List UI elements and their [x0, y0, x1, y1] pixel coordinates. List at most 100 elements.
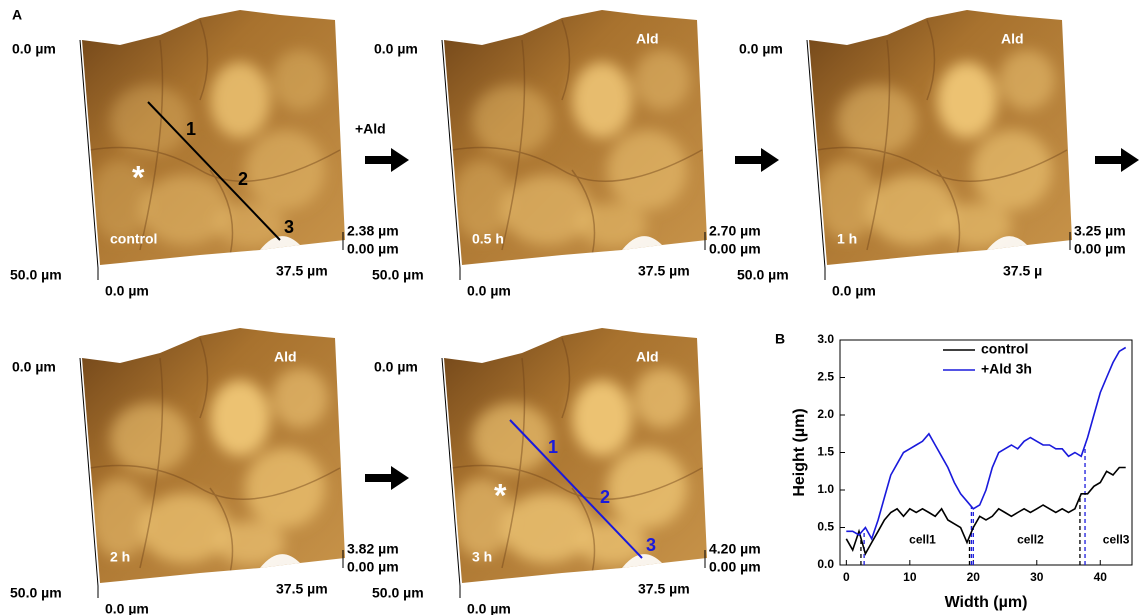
annotation: cell2	[1017, 532, 1044, 546]
cell	[210, 62, 270, 138]
z-min-label: 0.00 µm	[709, 241, 761, 257]
z-max-label: 2.70 µm	[709, 223, 761, 239]
x-right-label: 37.5 µm	[638, 581, 690, 597]
x-left-label: 0.0 µm	[467, 601, 511, 615]
cell	[272, 50, 328, 110]
x-left-label: 0.0 µm	[832, 283, 876, 299]
y-top-label: 0.0 µm	[374, 41, 418, 57]
y-tick-label: 1.0	[817, 482, 834, 496]
afm-panel: 0.0 µm 50.0 µm 0.0 µm 37.5 µm 2.38 µm 0.00 µm…	[10, 10, 399, 299]
tag-label: Ald	[274, 349, 297, 365]
cell	[607, 130, 687, 210]
z-min-label: 0.00 µm	[709, 559, 761, 575]
x-right-label: 37.5 µm	[276, 263, 328, 279]
y-top-label: 0.0 µm	[739, 41, 783, 57]
profile-mark: 1	[548, 437, 558, 457]
annotation: cell1	[909, 532, 936, 546]
cell	[452, 160, 512, 240]
afm-panel: 0.0 µm 50.0 µm 0.0 µm 37.5 µ 3.25 µm 0.00 µm 1…	[737, 10, 1126, 299]
cell	[837, 85, 917, 155]
y-tick-label: 0.5	[817, 520, 834, 534]
z-max-label: 4.20 µm	[709, 541, 761, 557]
z-max-label: 2.38 µm	[347, 223, 399, 239]
cell	[110, 85, 190, 155]
condition-label: 2 h	[110, 549, 130, 565]
profile-mark: 2	[600, 487, 610, 507]
y-bottom-label: 50.0 µm	[372, 585, 424, 601]
arrow	[735, 148, 779, 172]
condition-label: control	[110, 231, 157, 247]
cell	[572, 62, 632, 138]
condition-label: 1 h	[837, 231, 857, 247]
y-bottom-label: 50.0 µm	[372, 267, 424, 283]
arrow	[365, 466, 409, 490]
asterisk: *	[132, 159, 145, 195]
y-tick-label: 2.5	[817, 370, 834, 384]
x-tick-label: 20	[967, 570, 981, 584]
afm-panel: 0.0 µm 50.0 µm 0.0 µm 37.5 µm 4.20 µm 0.00 µm…	[372, 328, 761, 615]
asterisk: *	[494, 477, 507, 513]
x-right-label: 37.5 µm	[276, 581, 328, 597]
cell	[817, 160, 877, 240]
legend-label: +Ald 3h	[981, 361, 1032, 377]
cell	[999, 50, 1055, 110]
annotation: cell3	[1103, 532, 1130, 546]
z-max-label: 3.25 µm	[1074, 223, 1126, 239]
arrow	[1095, 148, 1139, 172]
y-tick-label: 0.0	[817, 557, 834, 571]
y-top-label: 0.0 µm	[12, 359, 56, 375]
tag-label: Ald	[1001, 31, 1024, 47]
z-min-label: 0.00 µm	[347, 241, 399, 257]
cell	[472, 85, 552, 155]
x-left-label: 0.0 µm	[105, 601, 149, 615]
cell	[90, 478, 150, 558]
x-tick-label: 40	[1094, 570, 1108, 584]
y-top-label: 0.0 µm	[12, 41, 56, 57]
tag-label: Ald	[636, 349, 659, 365]
y-top-label: 0.0 µm	[374, 359, 418, 375]
panel-label: B	[775, 331, 785, 347]
y-bottom-label: 50.0 µm	[10, 267, 62, 283]
y-bottom-label: 50.0 µm	[737, 267, 789, 283]
y-tick-label: 2.0	[817, 407, 834, 421]
cell	[210, 380, 270, 456]
cell	[110, 403, 190, 473]
y-tick-label: 3.0	[817, 332, 834, 346]
profile-mark: 2	[238, 169, 248, 189]
tag-label: Ald	[636, 31, 659, 47]
afm-panel: 0.0 µm 50.0 µm 0.0 µm 37.5 µm 3.82 µm 0.00 µm…	[10, 328, 399, 615]
x-tick-label: 30	[1030, 570, 1044, 584]
x-left-label: 0.0 µm	[467, 283, 511, 299]
x-right-label: 37.5 µm	[638, 263, 690, 279]
z-min-label: 0.00 µm	[347, 559, 399, 575]
y-tick-label: 1.5	[817, 445, 834, 459]
series-line	[846, 468, 1125, 554]
profile-mark: 3	[284, 217, 294, 237]
cell	[572, 380, 632, 456]
cell	[937, 62, 997, 138]
y-bottom-label: 50.0 µm	[10, 585, 62, 601]
cell	[272, 368, 328, 428]
x-left-label: 0.0 µm	[105, 283, 149, 299]
cell	[634, 368, 690, 428]
z-max-label: 3.82 µm	[347, 541, 399, 557]
x-axis-title: Width (µm)	[945, 594, 1028, 611]
condition-label: 3 h	[472, 549, 492, 565]
x-tick-label: 0	[843, 570, 850, 584]
profile-mark: 1	[186, 119, 196, 139]
arrow	[365, 148, 409, 172]
cell	[245, 448, 325, 528]
legend-label: control	[981, 341, 1028, 357]
cell	[607, 448, 687, 528]
z-min-label: 0.00 µm	[1074, 241, 1126, 257]
x-right-label: 37.5 µ	[1003, 263, 1042, 279]
y-axis-title: Height (µm)	[791, 408, 808, 496]
panel-label: A	[12, 7, 22, 23]
arrow-label: +Ald	[355, 121, 386, 137]
cell	[245, 130, 325, 210]
cell	[972, 130, 1052, 210]
cell	[634, 50, 690, 110]
cell	[472, 403, 552, 473]
profile-mark: 3	[646, 535, 656, 555]
figure: A B +Ald 0.0 µm 50.0 µm 0.0 µm 37.5 µm 2.38 …	[0, 0, 1148, 615]
